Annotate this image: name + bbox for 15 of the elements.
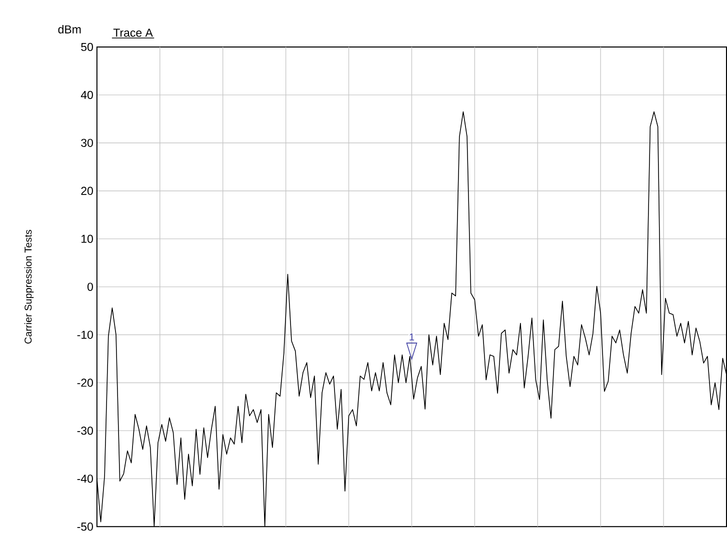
y-tick-label: -20 — [77, 378, 93, 387]
text: dBm — [58, 25, 81, 34]
y-tick-label: 30 — [81, 139, 93, 148]
y-tick-label: -50 — [77, 522, 93, 531]
y-tick-label: -40 — [77, 474, 93, 483]
text: Trace A — [113, 28, 153, 37]
y-tick-label: 20 — [81, 186, 93, 196]
annotation: 1 — [410, 334, 414, 341]
y-tick-label: 10 — [82, 234, 93, 244]
y-tick-label: 0 — [87, 282, 93, 292]
y-tick-label: -10 — [77, 330, 93, 340]
y-tick-label: 40 — [80, 91, 93, 100]
y-axis-title: Carrier Suppression Tests — [24, 230, 34, 344]
y-tick-label: -30 — [77, 426, 93, 435]
y-tick-label: 50 — [81, 43, 93, 52]
